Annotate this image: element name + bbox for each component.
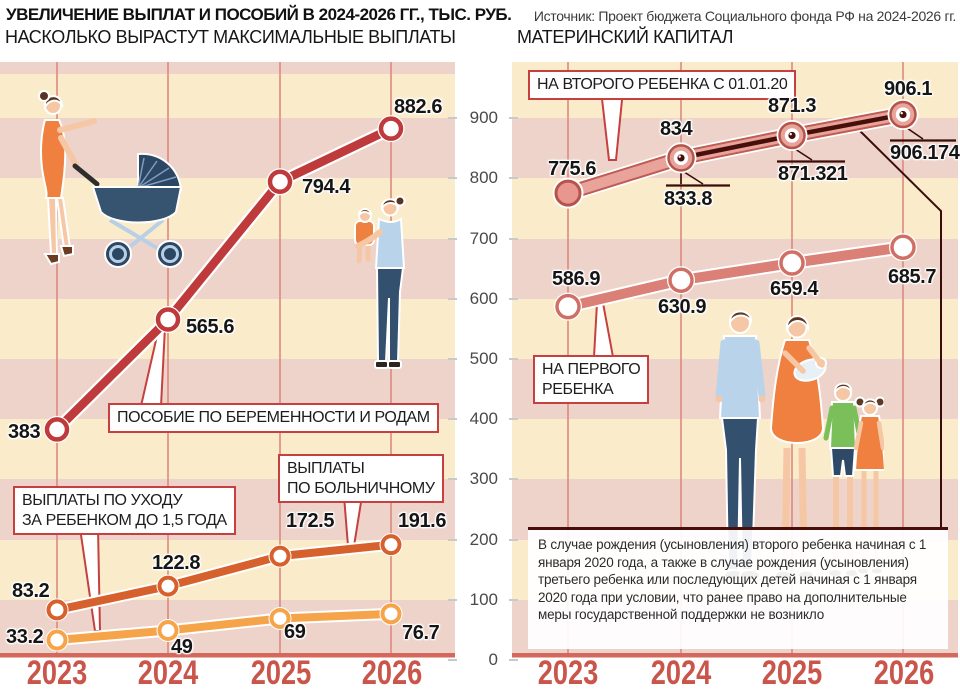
stripe-pink-top-left bbox=[0, 62, 455, 74]
callout-box-second-child: НА ВТОРОГО РЕБЕНКА С 01.01.20 bbox=[528, 70, 797, 100]
stripe-pink-left bbox=[0, 599, 455, 654]
stroller bbox=[72, 152, 184, 268]
callout-box-first-child: НА ПЕРВОГО РЕБЕНКА bbox=[533, 355, 650, 405]
callout-box-maternity: ПОСОБИЕ ПО БЕРЕМЕННОСТИ И РОДАМ bbox=[108, 403, 439, 433]
callout-box-sickpay: ВЫПЛАТЫ ПО БОЛЬНИЧНОМУ bbox=[278, 454, 444, 504]
callout-box-childcare-line2: ЗА РЕБЕНКОМ ДО 1,5 ГОДА bbox=[22, 511, 227, 529]
note-box: В случае рождения (усыновления) второго … bbox=[528, 527, 948, 649]
callout-box-sickpay-line1: ВЫПЛАТЫ bbox=[287, 460, 365, 477]
page-title: УВЕЛИЧЕНИЕ ВЫПЛАТ И ПОСОБИЙ В 2024-2026 … bbox=[6, 5, 512, 24]
mother-figure bbox=[374, 195, 406, 369]
left-panel-subtitle: НАСКОЛЬКО ВЫРАСТУТ МАКСИМАЛЬНЫЕ ВЫПЛАТЫ bbox=[5, 27, 456, 47]
source-note: Источник: Проект бюджета Социального фон… bbox=[533, 8, 956, 24]
callout-box-second-child-label: НА ВТОРОГО РЕБЕНКА С 01.01.20 bbox=[537, 76, 788, 93]
callout-box-childcare-line1: ВЫПЛАТЫ ПО УХОДУ bbox=[22, 492, 183, 509]
right-panel-subtitle: МАТЕРИНСКИЙ КАПИТАЛ bbox=[517, 27, 734, 47]
callout-box-first-child-line1: НА ПЕРВОГО bbox=[542, 361, 641, 378]
mother-with-stroller-illustration bbox=[38, 90, 184, 268]
stripe-pink-right bbox=[512, 118, 958, 179]
callout-box-sickpay-line2: ПО БОЛЬНИЧНОМУ bbox=[287, 479, 435, 497]
mother-holding-child-illustration bbox=[354, 195, 406, 369]
callout-box-first-child-line2: РЕБЕНКА bbox=[542, 380, 614, 398]
stripe-pink-right bbox=[512, 238, 958, 299]
y-axis-strip bbox=[455, 62, 512, 668]
callout-box-childcare: ВЫПЛАТЫ ПО УХОДУ ЗА РЕБЕНКОМ ДО 1,5 ГОДА bbox=[13, 486, 236, 536]
callout-box-maternity-label: ПОСОБИЕ ПО БЕРЕМЕННОСТИ И РОДАМ bbox=[117, 409, 430, 426]
